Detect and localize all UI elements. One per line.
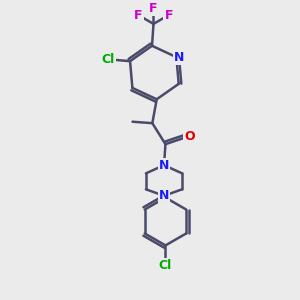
Text: Cl: Cl (101, 53, 115, 66)
Text: N: N (174, 51, 184, 64)
Text: N: N (159, 159, 169, 172)
Text: O: O (184, 130, 195, 143)
Text: F: F (134, 9, 142, 22)
Text: N: N (159, 189, 169, 202)
Text: Cl: Cl (159, 259, 172, 272)
Text: F: F (164, 9, 173, 22)
Text: F: F (149, 2, 158, 15)
